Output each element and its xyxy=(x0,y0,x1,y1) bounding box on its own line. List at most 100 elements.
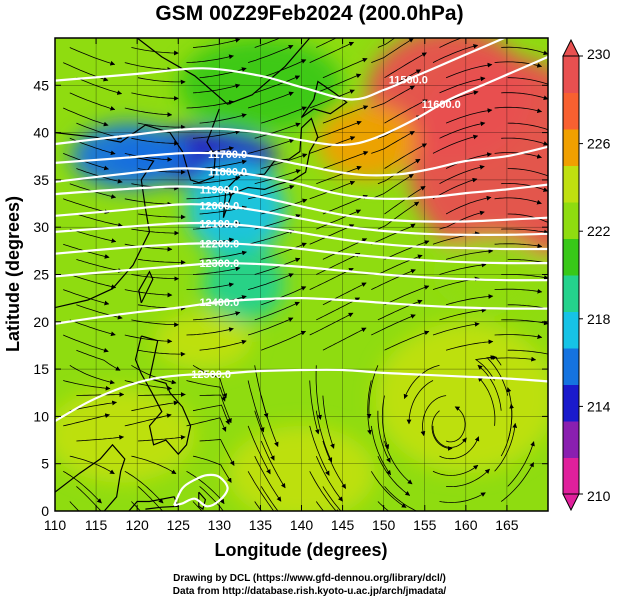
wind-streamlines xyxy=(63,38,548,511)
streamline xyxy=(137,392,186,397)
x-tick-label: 165 xyxy=(495,517,519,533)
streamline xyxy=(63,289,110,306)
contour-label: 12100.0 xyxy=(199,218,239,230)
streamline xyxy=(69,274,117,289)
y-axis-ticks: 0 5 10 15 20 25 30 35 40 45 xyxy=(33,77,548,519)
streamline xyxy=(371,85,415,109)
streamline xyxy=(474,355,498,381)
streamline xyxy=(76,213,123,228)
x-axis-ticks: 110 115 120 125 130 135 140 145 150 155 160 165 xyxy=(44,38,519,533)
streamline xyxy=(192,266,241,275)
streamline xyxy=(371,269,416,290)
streamline xyxy=(507,213,548,223)
streamline xyxy=(131,400,179,412)
streamline xyxy=(137,213,186,220)
y-tick-label: 10 xyxy=(33,408,49,424)
colorbar-tick-label: 222 xyxy=(587,223,611,239)
x-tick-label: 110 xyxy=(44,517,67,533)
streamline xyxy=(247,317,294,336)
colorbar-segment xyxy=(563,238,579,276)
x-tick-label: 130 xyxy=(208,517,232,533)
streamline xyxy=(501,182,548,192)
streamline xyxy=(137,486,164,511)
streamline xyxy=(500,462,534,502)
streamline xyxy=(445,406,466,443)
streamline xyxy=(131,228,180,236)
streamline xyxy=(131,92,179,101)
streamline xyxy=(199,339,247,351)
streamline xyxy=(322,327,367,351)
streamline xyxy=(316,38,338,48)
streamline xyxy=(494,106,543,114)
streamline xyxy=(439,492,486,503)
streamline xyxy=(137,259,186,265)
colorbar-segment xyxy=(563,384,579,422)
contour-label: 12200.0 xyxy=(199,238,239,250)
streamline xyxy=(384,240,430,260)
streamline xyxy=(322,440,347,489)
streamline xyxy=(507,168,548,177)
credit-data: Data from http://database.rish.kyoto-u.a… xyxy=(172,586,447,597)
streamline xyxy=(309,380,320,435)
streamline xyxy=(439,38,463,48)
streamline xyxy=(124,243,173,252)
streamline xyxy=(501,228,548,235)
streamline xyxy=(124,380,173,391)
streamline xyxy=(439,76,486,94)
x-tick-label: 150 xyxy=(372,517,396,533)
y-tick-label: 30 xyxy=(33,219,49,235)
streamline xyxy=(254,501,262,511)
streamline xyxy=(192,501,203,511)
x-tick-label: 155 xyxy=(413,517,437,533)
streamline xyxy=(260,440,286,489)
contour-label: 12400.0 xyxy=(199,297,239,309)
streamline xyxy=(371,223,416,245)
streamline xyxy=(199,250,247,260)
contour-line xyxy=(55,185,548,223)
contour-line xyxy=(55,38,507,101)
streamline xyxy=(69,501,80,511)
streamline xyxy=(131,455,177,475)
plot-area: 11500.0 11600.0 11700.0 11800.0 11900.0 12000… xyxy=(55,38,548,511)
streamline xyxy=(63,470,102,504)
contour-label: 11500.0 xyxy=(389,74,428,86)
y-tick-label: 0 xyxy=(41,503,49,519)
streamline xyxy=(124,153,173,162)
height-contours: 11500.0 11600.0 11700.0 11800.0 11900.0 12000… xyxy=(55,38,548,508)
streamline xyxy=(186,417,227,432)
streamline xyxy=(186,54,234,63)
streamline xyxy=(432,425,467,448)
streamline xyxy=(322,151,369,169)
streamline xyxy=(377,38,396,48)
streamline xyxy=(384,99,428,124)
contour-label: 11800.0 xyxy=(208,167,247,179)
streamline xyxy=(192,175,241,185)
streamline xyxy=(432,44,479,63)
streamline xyxy=(137,349,186,357)
streamline xyxy=(431,410,453,451)
streamline xyxy=(384,52,427,79)
streamline xyxy=(439,210,485,230)
streamline xyxy=(486,355,509,396)
streamline xyxy=(494,61,543,68)
streamline xyxy=(384,440,413,485)
contour-label: 11600.0 xyxy=(422,99,461,111)
streamline xyxy=(377,410,391,463)
streamline xyxy=(261,330,307,351)
streamline xyxy=(69,92,116,111)
streamline xyxy=(494,288,543,294)
streamline xyxy=(403,364,440,400)
streamline xyxy=(199,439,235,466)
streamline xyxy=(420,395,447,437)
streamline xyxy=(124,198,173,207)
streamline xyxy=(507,349,548,355)
streamline xyxy=(445,248,494,260)
streamline xyxy=(477,376,496,426)
streamline xyxy=(131,274,180,282)
streamline xyxy=(370,471,407,508)
streamline xyxy=(445,339,494,351)
contour-line xyxy=(55,167,548,200)
temperature-blob xyxy=(375,321,548,474)
streamline xyxy=(494,197,542,205)
streamline xyxy=(439,308,487,321)
